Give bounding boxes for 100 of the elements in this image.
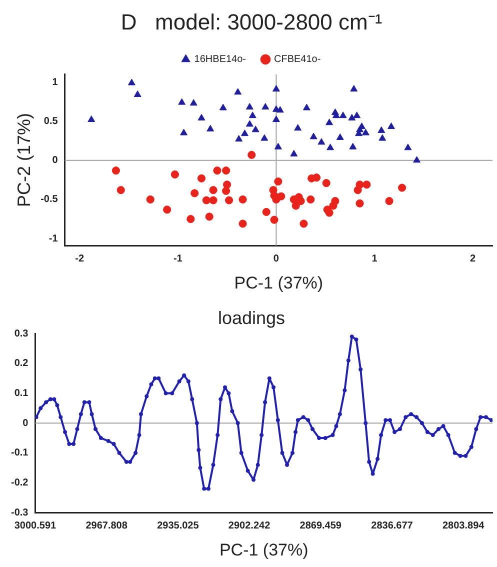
- legend-label: 16HBE14o-: [194, 54, 246, 66]
- point: [272, 115, 280, 122]
- point: [190, 189, 199, 198]
- point: [241, 130, 248, 136]
- point: [116, 186, 125, 194]
- point: [235, 135, 243, 142]
- point: [350, 85, 358, 92]
- point: [202, 196, 210, 204]
- point: [318, 138, 326, 145]
- point: [262, 208, 270, 216]
- point: [356, 180, 364, 189]
- y-tick-label: -1: [48, 233, 58, 244]
- y-tick-label: 0.1: [14, 388, 29, 400]
- point: [385, 196, 394, 206]
- x-tick-label: 2902.242: [228, 520, 271, 532]
- point: [356, 126, 364, 132]
- point: [112, 166, 120, 175]
- y-tick-label: -0.3: [10, 507, 29, 518]
- chart-title: loadings: [218, 308, 286, 328]
- point: [404, 144, 412, 150]
- point: [296, 196, 305, 206]
- point: [186, 214, 195, 224]
- point: [163, 206, 172, 214]
- y-axis-title: PC-2 (17%): [14, 112, 34, 208]
- y-tick-label: 0.2: [14, 358, 29, 370]
- point: [276, 106, 284, 113]
- point: [388, 122, 395, 130]
- point: [234, 88, 242, 95]
- point: [274, 177, 282, 186]
- point: [88, 115, 96, 122]
- point: [378, 134, 386, 141]
- point: [294, 124, 302, 131]
- y-tick-label: 0.5: [44, 116, 58, 128]
- x-tick-label: 2967.808: [86, 520, 128, 532]
- point: [134, 90, 142, 97]
- point: [248, 112, 256, 118]
- point: [246, 102, 254, 110]
- x-tick-label: 2935.025: [157, 520, 200, 532]
- point: [277, 192, 286, 200]
- chart-title: D model: 3000-2800 cm⁻¹: [120, 9, 382, 34]
- point: [270, 216, 278, 224]
- point: [205, 212, 214, 221]
- point: [260, 134, 268, 141]
- point: [146, 195, 154, 204]
- y-tick-label: -0.1: [10, 448, 29, 459]
- point: [326, 118, 334, 126]
- x-axis-title: PC-1 (37%): [234, 273, 324, 292]
- point: [300, 220, 308, 228]
- point: [238, 220, 247, 228]
- x-tick-label: 2869.459: [300, 520, 342, 532]
- point: [336, 133, 344, 140]
- y-tick-label: -0.2: [10, 478, 29, 489]
- point: [413, 156, 421, 163]
- y-tick-label: 0: [22, 418, 29, 429]
- x-tick-label: 2803.894: [442, 520, 485, 532]
- point: [219, 104, 227, 110]
- point: [262, 102, 270, 110]
- point: [246, 120, 254, 127]
- x-tick-label: -2: [75, 253, 84, 264]
- legend-label: CFBE41o-: [274, 54, 321, 66]
- y-tick-label: 1: [52, 76, 58, 88]
- point: [348, 114, 356, 120]
- y-tick-label: 0.3: [14, 328, 29, 340]
- point: [252, 126, 260, 132]
- point: [356, 199, 364, 208]
- x-tick-label: 2: [470, 253, 476, 264]
- point: [349, 142, 357, 150]
- point: [274, 142, 282, 150]
- point: [362, 128, 370, 136]
- point: [209, 196, 218, 204]
- y-tick-label: 0: [52, 155, 58, 166]
- point: [331, 196, 340, 206]
- point: [398, 184, 406, 192]
- x-tick-label: 3000.591: [14, 520, 57, 532]
- point: [362, 180, 371, 189]
- point: [306, 195, 315, 204]
- point: [206, 124, 214, 132]
- point: [325, 208, 334, 217]
- point: [272, 85, 280, 92]
- point: [190, 99, 198, 106]
- x-tick-label: 2836.677: [371, 520, 414, 532]
- point: [222, 186, 230, 195]
- x-axis-title: PC-1 (37%): [219, 540, 308, 560]
- point: [178, 98, 186, 105]
- point: [180, 128, 188, 136]
- x-tick-label: 0: [273, 253, 280, 264]
- point: [339, 112, 347, 118]
- point: [222, 166, 230, 175]
- point: [213, 166, 222, 175]
- x-tick-label: -1: [173, 253, 183, 264]
- point: [302, 104, 310, 110]
- point: [198, 114, 206, 120]
- point: [353, 112, 361, 118]
- point: [310, 132, 318, 140]
- point: [238, 195, 247, 204]
- point: [224, 196, 234, 204]
- point: [326, 144, 334, 150]
- point: [378, 126, 386, 133]
- x-tick-label: 1: [372, 253, 378, 264]
- point: [170, 170, 179, 179]
